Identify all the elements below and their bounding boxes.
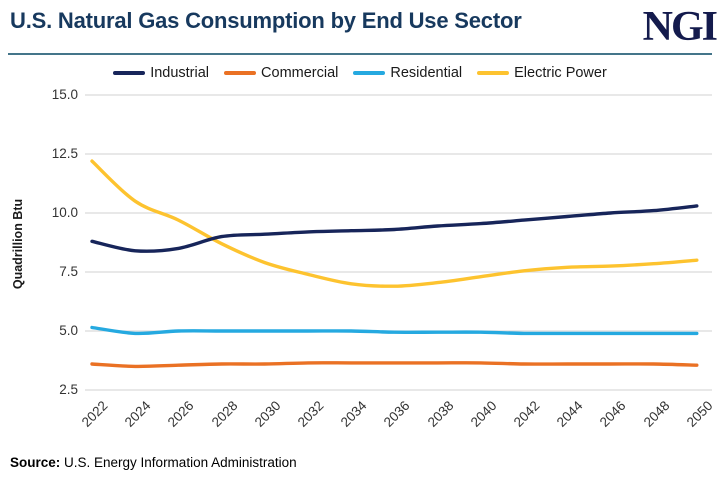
- legend-item-industrial: Industrial: [113, 65, 209, 81]
- legend-label: Commercial: [261, 65, 339, 81]
- y-axis-title: Quadrillion Btu: [11, 198, 25, 290]
- legend-marker-icon: [477, 71, 510, 75]
- legend-marker-icon: [224, 71, 257, 75]
- ngi-logo: NGI: [642, 4, 718, 50]
- page-title: U.S. Natural Gas Consumption by End Use …: [10, 8, 522, 33]
- source-label: Source:: [10, 455, 61, 470]
- legend-item-residential: Residential: [353, 65, 462, 81]
- y-tick-label: 12.5: [51, 146, 78, 161]
- legend-item-commercial: Commercial: [224, 65, 338, 81]
- chart-legend: Industrial Commercial Residential Electric …: [0, 64, 720, 82]
- y-tick-label: 7.5: [59, 264, 78, 279]
- legend-marker-icon: [353, 71, 386, 75]
- line-electric-power: [90, 159, 699, 288]
- header-divider: [8, 53, 712, 55]
- y-tick-label: 2.5: [59, 382, 78, 397]
- y-tick-label: 5.0: [59, 323, 78, 338]
- legend-item-electric-power: Electric Power: [477, 65, 607, 81]
- line-industrial: [90, 204, 699, 253]
- legend-label: Electric Power: [514, 65, 607, 81]
- y-tick-label: 15.0: [51, 87, 78, 102]
- legend-marker-icon: [113, 71, 146, 75]
- line-commercial: [90, 361, 699, 369]
- source-text: U.S. Energy Information Administration: [60, 455, 297, 470]
- y-tick-label: 10.0: [51, 205, 78, 220]
- source-note: Source: U.S. Energy Information Administ…: [10, 455, 297, 470]
- legend-label: Residential: [390, 65, 463, 81]
- line-residential: [90, 325, 699, 336]
- legend-label: Industrial: [150, 65, 210, 81]
